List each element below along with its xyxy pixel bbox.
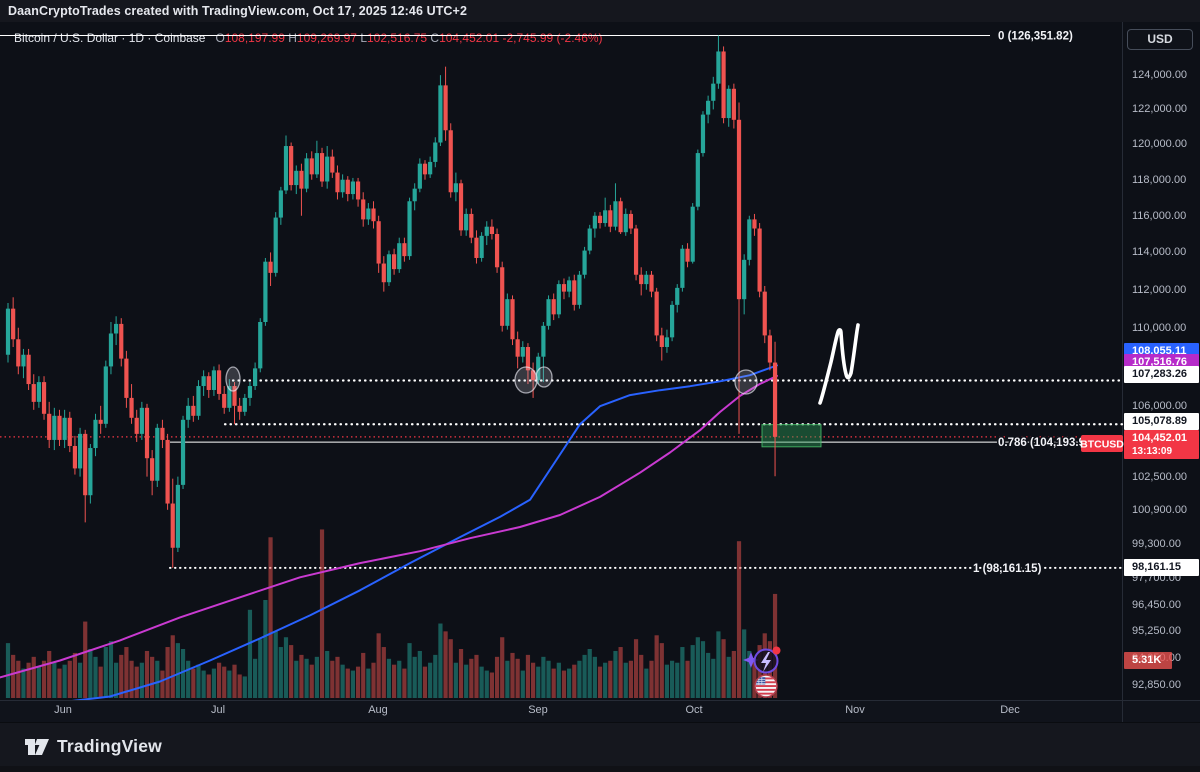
ohlc-close: 104,452.01 xyxy=(439,31,500,45)
last-price-value[interactable]: 104,452.01 13:13:09 xyxy=(1124,429,1199,459)
price-tick: 102,500.00 xyxy=(1132,470,1188,483)
month-label-jul: Jul xyxy=(210,704,226,716)
bottom-edge xyxy=(0,766,1200,772)
attribution-bar: DaanCryptoTrades created with TradingVie… xyxy=(0,0,1200,22)
month-label-sep: Sep xyxy=(528,704,548,716)
price-tick: 96,450.00 xyxy=(1132,598,1181,611)
price-tick: 99,300.00 xyxy=(1132,537,1181,550)
fib-1-value[interactable]: 98,161.15 xyxy=(1124,558,1199,576)
currency-toggle-button[interactable]: USD xyxy=(1127,29,1193,50)
interval-label[interactable]: 1D xyxy=(128,31,145,45)
ray-low-value[interactable]: 105,078.89 xyxy=(1124,412,1199,430)
tradingview-logo-icon xyxy=(25,738,49,755)
symbol-legend[interactable]: Bitcoin / U.S. Dollar · 1D · Coinbase O1… xyxy=(14,31,603,45)
price-tick: 110,000.00 xyxy=(1132,321,1187,334)
price-tick: 92,850.00 xyxy=(1132,679,1181,692)
ohlc-high: 109,269.97 xyxy=(296,31,357,45)
attribution-text: DaanCryptoTrades created with TradingVie… xyxy=(8,4,468,18)
month-label-aug: Aug xyxy=(368,704,388,716)
price-tick: 100,900.00 xyxy=(1132,503,1188,516)
ohlc-open: 108,197.99 xyxy=(224,31,285,45)
price-tick: 106,000.00 xyxy=(1132,399,1188,412)
time-axis-separator xyxy=(0,700,1200,701)
price-tick: 112,000.00 xyxy=(1132,283,1187,296)
ray-high-value[interactable]: 107,283.26 xyxy=(1124,365,1199,383)
month-label-nov: Nov xyxy=(845,704,865,716)
symbol-title[interactable]: Bitcoin / U.S. Dollar xyxy=(14,31,119,45)
price-tick: 124,000.00 xyxy=(1132,69,1188,82)
month-label-oct: Oct xyxy=(685,704,703,716)
price-tick: 118,000.00 xyxy=(1132,173,1187,186)
price-tick: 114,000.00 xyxy=(1132,246,1187,259)
price-tick: 95,250.00 xyxy=(1132,625,1181,638)
volume-value[interactable]: 5.31K xyxy=(1124,651,1172,669)
ohlc-low: 102,516.75 xyxy=(367,31,428,45)
bottom-panel xyxy=(0,722,1200,772)
time-axis[interactable]: Jun Jul Aug Sep Oct Nov Dec xyxy=(0,701,1200,722)
price-tick: 120,000.00 xyxy=(1132,138,1188,151)
price-tick: 116,000.00 xyxy=(1132,209,1187,222)
tradingview-logo-text: TradingView xyxy=(57,736,162,756)
tradingview-logo[interactable]: TradingView xyxy=(24,736,162,757)
exchange-label: Coinbase xyxy=(154,31,206,45)
ohlc-change: -2,745.99 (-2.46%) xyxy=(502,31,603,45)
chart-pane[interactable] xyxy=(0,22,1200,722)
price-tick: 122,000.00 xyxy=(1132,103,1188,116)
price-axis[interactable]: 124,000.00 122,000.00 120,000.00 118,000.00… xyxy=(1123,22,1200,700)
month-label-dec: Dec xyxy=(1000,704,1020,716)
month-label-jun: Jun xyxy=(54,704,72,716)
price-axis-separator xyxy=(1122,22,1123,722)
